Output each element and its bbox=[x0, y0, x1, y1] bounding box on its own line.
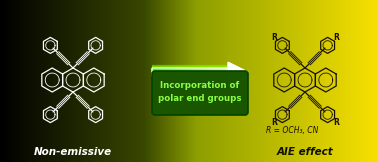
Polygon shape bbox=[152, 65, 248, 79]
Text: R: R bbox=[271, 118, 277, 127]
Text: Non-emissive: Non-emissive bbox=[34, 147, 112, 157]
Polygon shape bbox=[228, 62, 248, 82]
Polygon shape bbox=[152, 67, 248, 77]
Text: R: R bbox=[271, 33, 277, 42]
Polygon shape bbox=[152, 66, 248, 78]
Text: AIE effect: AIE effect bbox=[277, 147, 333, 157]
Text: R: R bbox=[333, 118, 339, 127]
Text: R = OCH₃, CN: R = OCH₃, CN bbox=[266, 126, 318, 134]
Text: Incorporation of
polar end groups: Incorporation of polar end groups bbox=[158, 81, 242, 103]
FancyBboxPatch shape bbox=[152, 71, 248, 115]
Text: R: R bbox=[333, 33, 339, 42]
Polygon shape bbox=[152, 66, 248, 78]
Polygon shape bbox=[152, 65, 248, 79]
Polygon shape bbox=[152, 67, 248, 77]
